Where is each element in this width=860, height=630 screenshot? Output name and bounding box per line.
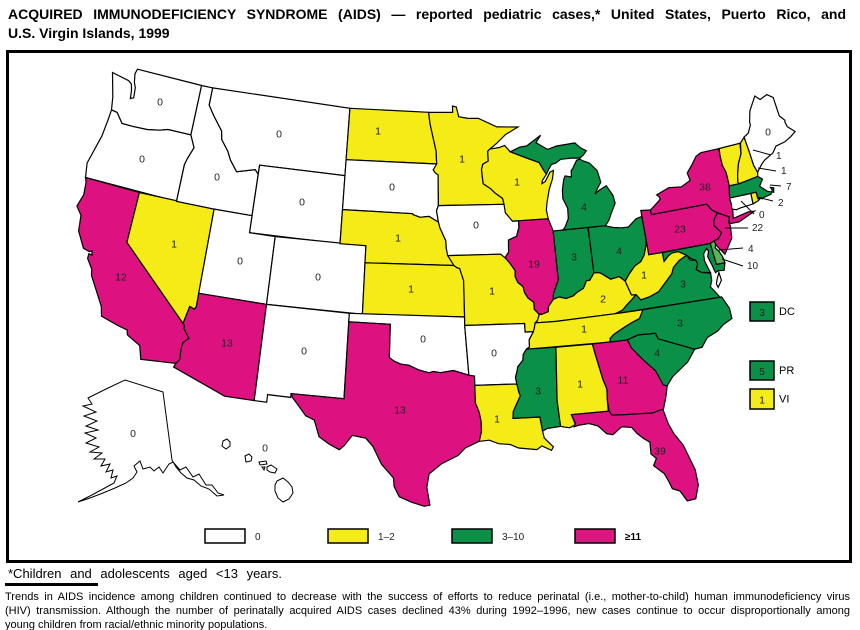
svg-text:3: 3: [680, 279, 686, 291]
svg-text:DC: DC: [779, 306, 795, 318]
svg-text:1: 1: [459, 154, 465, 166]
svg-text:0: 0: [765, 127, 771, 139]
svg-text:13: 13: [394, 405, 406, 417]
svg-text:2: 2: [778, 198, 784, 209]
svg-text:0: 0: [315, 272, 321, 284]
svg-text:0: 0: [299, 197, 305, 209]
svg-text:1: 1: [514, 177, 520, 189]
svg-text:1: 1: [759, 395, 765, 407]
svg-text:7: 7: [786, 182, 792, 193]
svg-text:1–2: 1–2: [378, 532, 395, 543]
svg-text:1: 1: [776, 151, 782, 162]
svg-text:3–10: 3–10: [502, 532, 525, 543]
svg-text:0: 0: [237, 256, 243, 268]
svg-text:10: 10: [747, 261, 759, 272]
svg-text:22: 22: [752, 223, 764, 234]
svg-text:0: 0: [276, 129, 282, 141]
svg-text:19: 19: [528, 259, 540, 271]
svg-text:1: 1: [489, 286, 495, 298]
svg-text:3: 3: [571, 252, 577, 264]
svg-text:0: 0: [139, 154, 145, 166]
svg-text:0: 0: [759, 210, 765, 221]
svg-text:1: 1: [171, 239, 177, 251]
svg-text:13: 13: [221, 338, 233, 350]
svg-text:0: 0: [491, 348, 497, 360]
svg-text:PR: PR: [779, 365, 794, 377]
svg-text:0: 0: [130, 428, 136, 440]
svg-text:0: 0: [389, 182, 395, 194]
svg-text:0: 0: [262, 443, 268, 455]
svg-text:0: 0: [473, 220, 479, 232]
svg-text:0: 0: [255, 532, 261, 543]
svg-text:3: 3: [535, 386, 541, 398]
svg-text:1: 1: [375, 126, 381, 138]
svg-text:1: 1: [781, 166, 787, 177]
svg-text:4: 4: [581, 202, 587, 214]
svg-text:1: 1: [577, 379, 583, 391]
svg-text:23: 23: [674, 224, 686, 236]
svg-text:5: 5: [759, 366, 765, 378]
svg-text:1: 1: [641, 270, 647, 282]
svg-text:2: 2: [600, 294, 606, 306]
svg-text:1: 1: [581, 324, 587, 336]
svg-text:38: 38: [699, 182, 711, 194]
svg-text:1: 1: [494, 414, 500, 426]
svg-text:4: 4: [616, 246, 622, 258]
svg-text:39: 39: [654, 446, 666, 458]
svg-text:11: 11: [618, 375, 629, 387]
svg-text:0: 0: [214, 172, 220, 184]
svg-text:0: 0: [157, 97, 163, 109]
svg-text:1: 1: [408, 284, 414, 296]
svg-text:0: 0: [420, 334, 426, 346]
svg-text:0: 0: [301, 346, 307, 358]
svg-text:3: 3: [759, 307, 765, 319]
svg-text:4: 4: [748, 244, 754, 255]
svg-text:4: 4: [654, 348, 660, 360]
svg-text:≥11: ≥11: [625, 532, 641, 543]
svg-text:1: 1: [395, 233, 401, 245]
svg-text:3: 3: [677, 318, 683, 330]
svg-text:12: 12: [115, 272, 127, 284]
svg-text:VI: VI: [779, 394, 789, 406]
